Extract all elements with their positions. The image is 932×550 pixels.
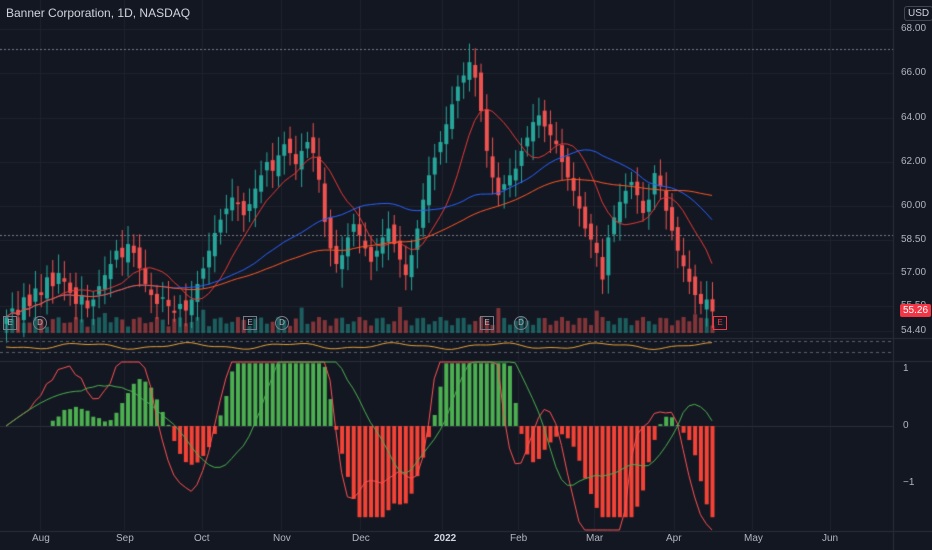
time-axis-label: Oct <box>194 533 210 544</box>
time-axis-label: Mar <box>586 533 604 544</box>
price-axis-label: 64.00 <box>901 111 927 123</box>
earnings-marker[interactable]: E <box>3 316 17 330</box>
price-axis-label: 60.00 <box>901 200 927 212</box>
time-axis-label: Aug <box>32 533 50 544</box>
earnings-marker[interactable]: E <box>713 316 727 330</box>
time-axis-label: 2022 <box>434 533 457 544</box>
price-axis-label: 57.00 <box>901 266 927 278</box>
oscillator-axis-label: 1 <box>903 363 909 374</box>
time-axis-label: Apr <box>666 533 682 544</box>
time-axis-label: Jun <box>822 533 839 544</box>
dividend-marker[interactable]: D <box>514 316 528 330</box>
price-axis-label: 54.40 <box>901 324 927 336</box>
dividend-marker[interactable]: D <box>275 316 289 330</box>
price-axis-label: 66.00 <box>901 67 927 79</box>
dividend-marker[interactable]: D <box>33 316 47 330</box>
price-axis-label: 62.00 <box>901 155 927 167</box>
last-price-tag: 55.26 <box>900 304 932 317</box>
time-axis-label: Feb <box>510 533 528 544</box>
earnings-marker[interactable]: E <box>480 316 494 330</box>
symbol-legend[interactable]: Banner Corporation, 1D, NASDAQ <box>6 6 191 20</box>
earnings-marker[interactable]: E <box>243 316 257 330</box>
price-axis-label: 68.00 <box>901 22 927 34</box>
oscillator-axis-label: −1 <box>903 477 915 488</box>
time-axis-label: Dec <box>352 533 370 544</box>
price-axis-label: 58.50 <box>901 233 927 245</box>
oscillator-axis-label: 0 <box>903 420 909 431</box>
currency-label: USD <box>904 6 932 21</box>
time-axis-label: Nov <box>273 533 291 544</box>
time-axis-label: Sep <box>116 533 134 544</box>
time-axis-label: May <box>744 533 763 544</box>
